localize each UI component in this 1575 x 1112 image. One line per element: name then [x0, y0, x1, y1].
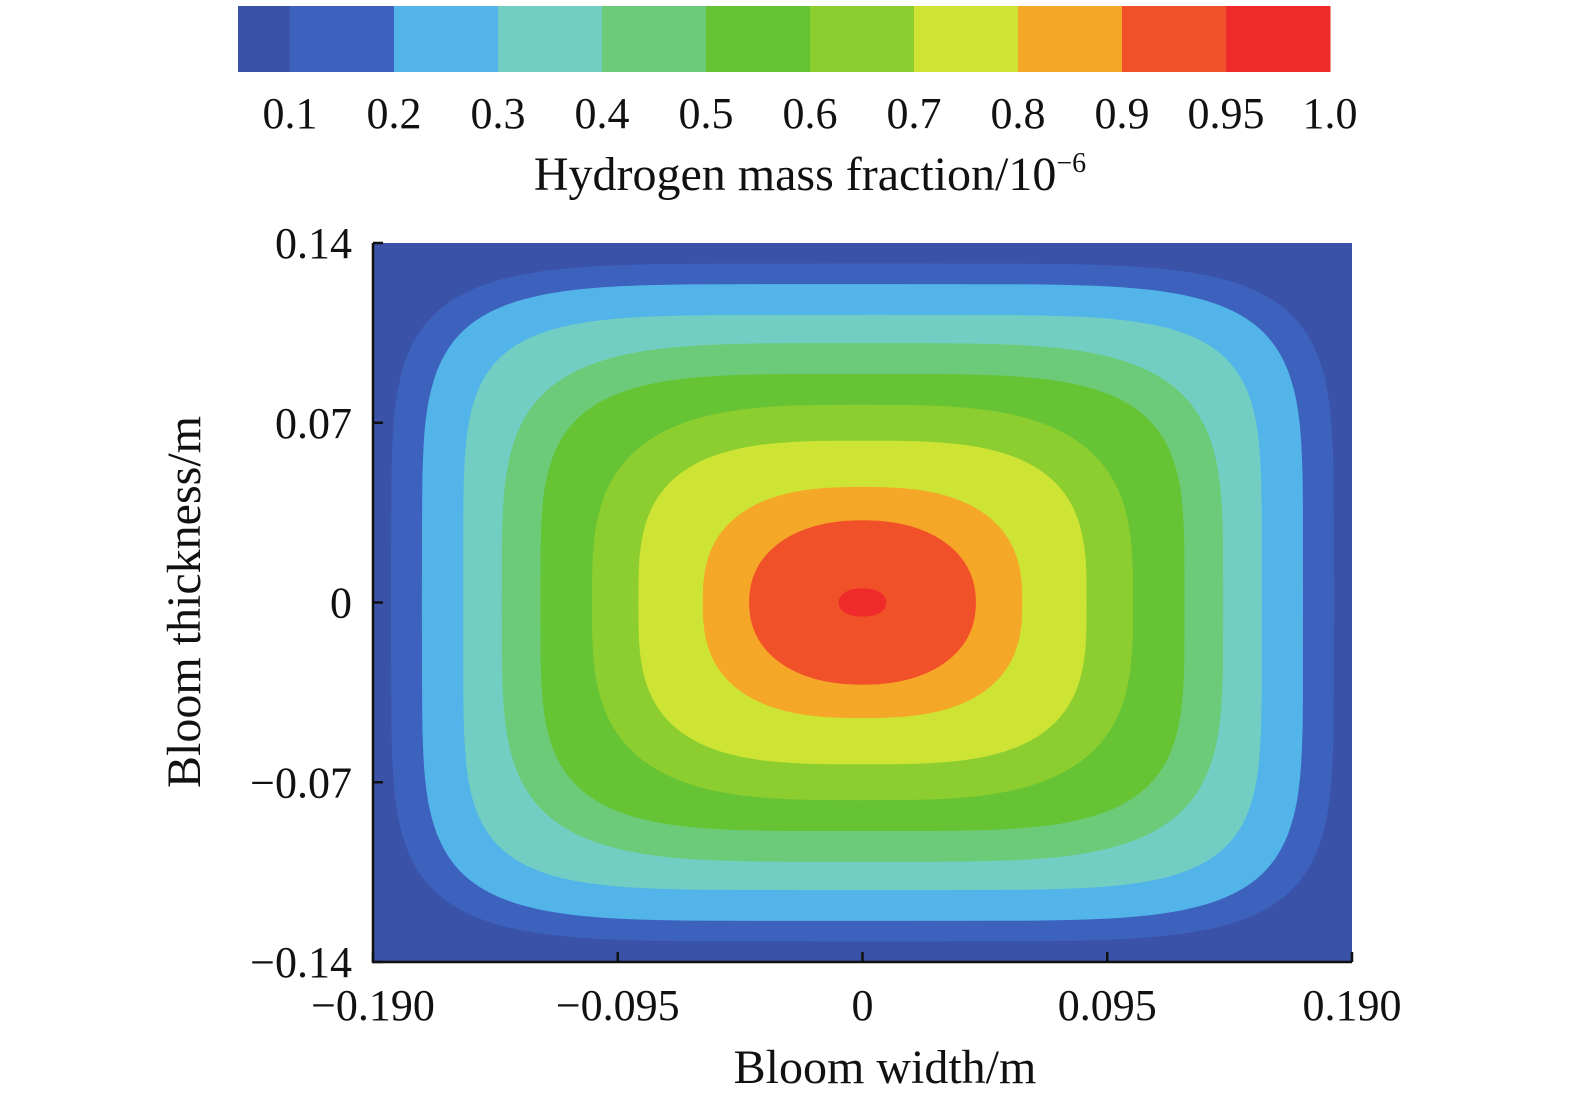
colorbar-swatch — [706, 6, 811, 72]
y-axis-ticks: −0.14 −0.07 0 0.07 0.14 — [250, 219, 383, 987]
colorbar-level-labels: 0.1 0.2 0.3 0.4 0.5 0.6 0.7 0.8 0.9 0.95 1.0 — [263, 89, 1358, 138]
x-axis-ticks: −0.190 −0.095 0 0.095 0.190 — [311, 952, 1402, 1030]
colorbar-swatch — [914, 6, 1019, 72]
colorbar-swatch — [394, 6, 499, 72]
colorbar-level-label: 0.4 — [575, 89, 630, 138]
colorbar-swatch — [498, 6, 603, 72]
colorbar-level-label: 0.95 — [1188, 89, 1265, 138]
y-tick-label: −0.07 — [250, 758, 352, 807]
colorbar-swatch — [810, 6, 915, 72]
x-axis-title: Bloom width/m — [734, 1041, 1037, 1094]
colorbar-level-label: 0.3 — [471, 89, 526, 138]
colorbar-level-label: 0.9 — [1095, 89, 1150, 138]
x-tick-label: 0.095 — [1058, 981, 1157, 1030]
contour-band-0-95 — [838, 588, 887, 617]
colorbar-swatch — [1226, 6, 1331, 72]
colorbar-level-label: 1.0 — [1303, 89, 1358, 138]
colorbar-level-label: 0.7 — [887, 89, 942, 138]
x-tick-label: −0.095 — [556, 981, 680, 1030]
colorbar-swatch — [1018, 6, 1123, 72]
colorbar-level-label: 0.6 — [783, 89, 838, 138]
contour-bands — [373, 243, 1352, 962]
colorbar-swatch — [238, 6, 291, 72]
colorbar-level-label: 0.1 — [263, 89, 318, 138]
colorbar-level-label: 0.5 — [679, 89, 734, 138]
colorbar-swatch — [1122, 6, 1227, 72]
y-tick-label: −0.14 — [250, 938, 352, 987]
colorbar-level-label: 0.2 — [367, 89, 422, 138]
y-tick-label: 0.14 — [275, 219, 352, 268]
plot-area: −0.190 −0.095 0 0.095 0.190 −0.14 −0.07 0 0.07 0… — [250, 219, 1401, 1030]
colorbar-swatch — [602, 6, 707, 72]
y-tick-label: 0.07 — [275, 399, 352, 448]
x-tick-label: 0.190 — [1303, 981, 1402, 1030]
y-axis-title: Bloom thickness/m — [158, 416, 211, 788]
colorbar: 0.1 0.2 0.3 0.4 0.5 0.6 0.7 0.8 0.9 0.95 1.0 Hydro… — [238, 6, 1358, 201]
y-tick-label: 0 — [330, 579, 352, 628]
colorbar-swatch — [290, 6, 395, 72]
colorbar-title-exponent: −6 — [1056, 148, 1086, 179]
colorbar-swatches — [238, 6, 1331, 72]
colorbar-level-label: 0.8 — [991, 89, 1046, 138]
x-tick-label: −0.190 — [311, 981, 435, 1030]
colorbar-title: Hydrogen mass fraction/10−6 — [534, 148, 1086, 201]
x-tick-label: 0 — [852, 981, 874, 1030]
